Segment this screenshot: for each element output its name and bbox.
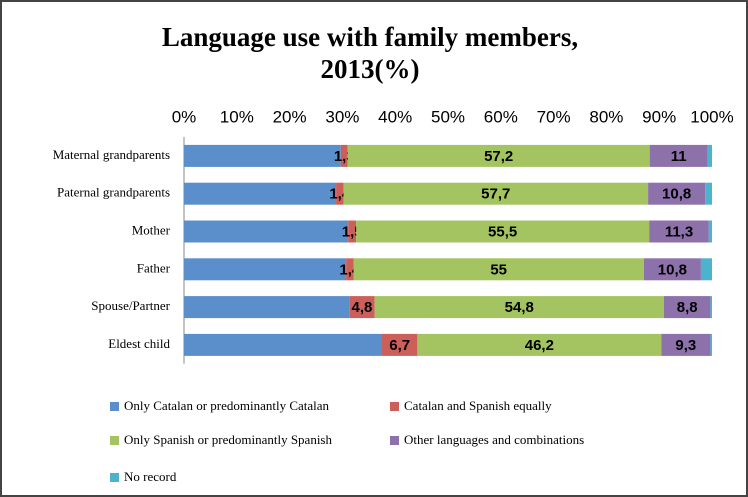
- legend-swatch: [390, 436, 399, 445]
- legend-swatch: [110, 436, 119, 445]
- value-label: 9,3: [675, 337, 696, 354]
- bar-segment: [184, 333, 382, 356]
- bar-segment: [649, 220, 709, 243]
- bar-segment: [708, 220, 712, 243]
- value-label: 8,8: [677, 299, 698, 316]
- value-label: 57,2: [484, 148, 513, 165]
- bar-segment: [649, 144, 708, 167]
- value-label: 11: [671, 148, 687, 165]
- x-tick-label: 70%: [537, 107, 571, 126]
- x-tick-label: 0%: [172, 107, 197, 126]
- bar-segment: [710, 333, 712, 356]
- y-tick-label: Spouse/Partner: [91, 298, 170, 313]
- value-label: 10,8: [662, 186, 691, 203]
- y-tick-label: Father: [137, 260, 171, 275]
- value-label: 10,8: [658, 261, 687, 278]
- x-tick-label: 60%: [484, 107, 518, 126]
- x-tick-label: 20%: [273, 107, 307, 126]
- y-tick-label: Paternal grandparents: [57, 185, 170, 200]
- bar-segment: [382, 333, 418, 356]
- bar-segment: [184, 144, 341, 167]
- bar-segment: [710, 296, 712, 319]
- value-label: 55: [490, 261, 507, 278]
- value-label: 4,8: [352, 299, 373, 316]
- bar-segment: [347, 144, 650, 167]
- bar-segment: [184, 296, 350, 319]
- legend-label: Other languages and combinations: [404, 432, 584, 447]
- x-tick-label: 50%: [431, 107, 465, 126]
- value-label: 55,5: [488, 223, 517, 240]
- bar-segment: [348, 220, 357, 243]
- bar-segment: [705, 182, 712, 205]
- bar-segment: [663, 296, 711, 319]
- x-tick-label: 100%: [690, 107, 733, 126]
- y-tick-label: Maternal grandparents: [53, 147, 170, 162]
- legend-swatch: [390, 402, 399, 411]
- value-label: 46,2: [525, 337, 554, 354]
- chart-title: Language use with family members, 2013(%): [162, 22, 578, 84]
- legend-label: Only Spanish or predominantly Spanish: [124, 432, 332, 447]
- bar-segment: [417, 333, 662, 356]
- y-tick-label: Mother: [132, 222, 171, 237]
- bar-segment: [643, 258, 701, 281]
- value-label: 57,7: [481, 186, 510, 203]
- x-tick-label: 40%: [378, 107, 412, 126]
- bar-segment: [184, 182, 337, 205]
- bar-segment: [340, 144, 348, 167]
- legend-swatch: [110, 402, 119, 411]
- value-label: 11,3: [665, 223, 693, 240]
- bar-segment: [346, 258, 354, 281]
- x-tick-label: 30%: [325, 107, 359, 126]
- bar-segment: [336, 182, 344, 205]
- bar-segment: [349, 296, 375, 319]
- value-label: 54,8: [505, 299, 534, 316]
- value-label: 6,7: [389, 337, 410, 354]
- x-tick-label: 10%: [220, 107, 254, 126]
- bar-segment: [184, 258, 347, 281]
- bar-segment: [707, 144, 712, 167]
- bar-segment: [661, 333, 711, 356]
- x-tick-label: 80%: [589, 107, 623, 126]
- bar-segment: [648, 182, 706, 205]
- bar-segment: [353, 258, 644, 281]
- legend-swatch: [110, 473, 119, 482]
- bar-segment: [374, 296, 664, 319]
- legend-label: Only Catalan or predominantly Catalan: [124, 398, 330, 413]
- bar-segment: [356, 220, 650, 243]
- bar-segment: [700, 258, 712, 281]
- legend-label: No record: [124, 469, 177, 484]
- legend-label: Catalan and Spanish equally: [404, 398, 552, 413]
- y-tick-label: Eldest child: [108, 336, 170, 351]
- bar-segment: [343, 182, 649, 205]
- bar-segment: [184, 220, 349, 243]
- x-tick-label: 90%: [642, 107, 676, 126]
